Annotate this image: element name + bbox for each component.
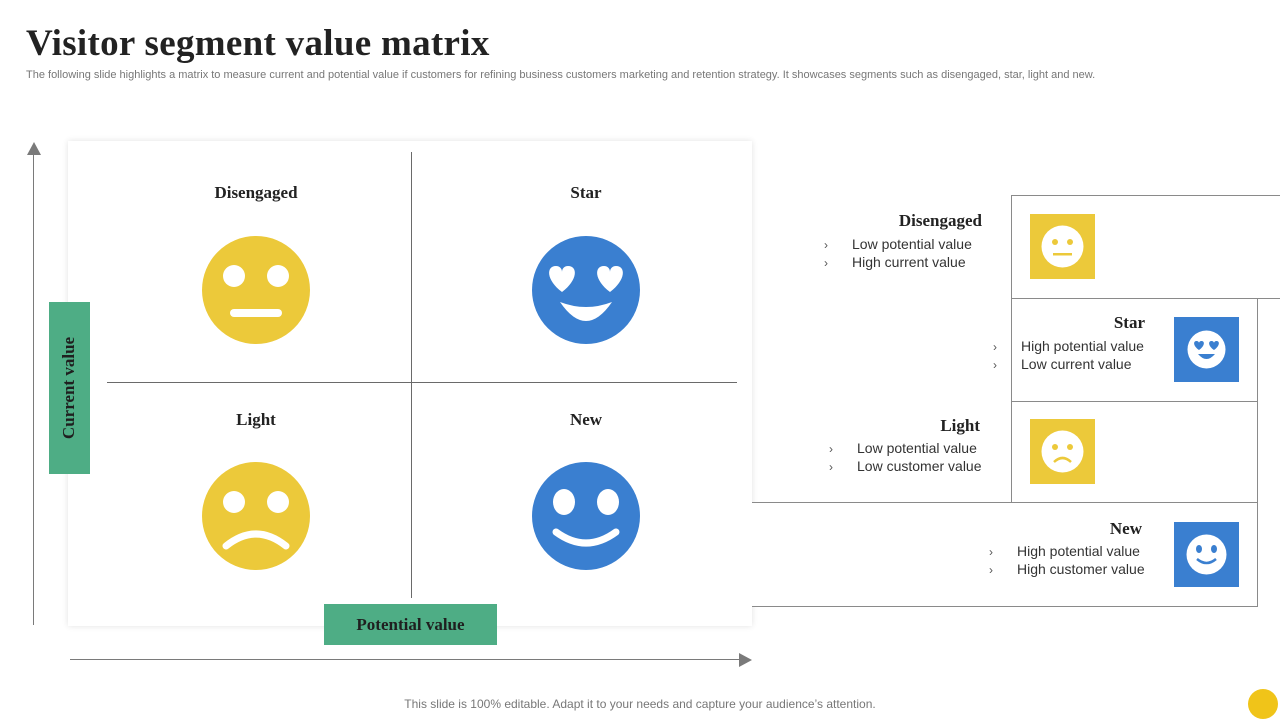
segment-title-disengaged: Disengaged — [898, 211, 982, 230]
quadrant-label-star: Star — [570, 183, 602, 202]
neutral-face-icon — [1030, 214, 1095, 279]
segment-card-new — [752, 502, 1258, 607]
x-axis-label: Potential value — [356, 614, 465, 634]
y-axis-line — [33, 150, 34, 625]
quadrant-label-light: Light — [236, 410, 276, 429]
page-subtitle: The following slide highlights a matrix … — [26, 69, 1096, 81]
y-axis-label-box: Current value — [49, 302, 90, 474]
segment-bullet: › Low current value — [993, 356, 1132, 372]
x-axis-label-box: Potential value — [324, 604, 497, 645]
chevron-right-icon: › — [824, 238, 828, 252]
sad-face-icon — [1030, 419, 1095, 484]
chevron-right-icon: › — [989, 563, 993, 577]
segment-bullet: › High potential value — [993, 338, 1144, 354]
corner-decoration — [1248, 689, 1278, 719]
matrix-divider-vertical — [411, 152, 412, 598]
segment-bullet: › High current value — [824, 254, 966, 270]
segment-bullet: › High customer value — [989, 561, 1145, 577]
segment-bullet: › Low potential value — [829, 440, 977, 456]
segment-bullet: › Low potential value — [824, 236, 972, 252]
heart-eyes-face-icon — [532, 236, 640, 344]
y-axis-label: Current value — [59, 336, 79, 440]
chevron-right-icon: › — [989, 545, 993, 559]
chevron-right-icon: › — [993, 340, 997, 354]
sad-face-icon — [202, 462, 310, 570]
quadrant-label-new: New — [569, 410, 603, 429]
heart-eyes-face-icon — [1174, 317, 1239, 382]
segment-title-star: Star — [1113, 313, 1145, 332]
page-title: Visitor segment value matrix — [26, 23, 490, 64]
segment-title-new: New — [1109, 519, 1142, 538]
x-axis-arrow — [739, 653, 752, 667]
quadrant-label-disengaged: Disengaged — [214, 183, 298, 202]
footer-note: This slide is 100% editable. Adapt it to… — [404, 697, 876, 711]
matrix-divider-horizontal — [107, 382, 737, 383]
x-axis-line — [70, 659, 742, 660]
matrix-panel — [68, 141, 752, 626]
smiling-face-icon — [1174, 522, 1239, 587]
chevron-right-icon: › — [824, 256, 828, 270]
y-axis-arrow — [27, 142, 41, 155]
chevron-right-icon: › — [829, 442, 833, 456]
chevron-right-icon: › — [993, 358, 997, 372]
segment-title-light: Light — [940, 416, 980, 435]
chevron-right-icon: › — [829, 460, 833, 474]
segment-bullet: › High potential value — [989, 543, 1140, 559]
segment-bullet: › Low customer value — [829, 458, 982, 474]
neutral-face-icon — [202, 236, 310, 344]
smiling-face-icon — [532, 462, 640, 570]
